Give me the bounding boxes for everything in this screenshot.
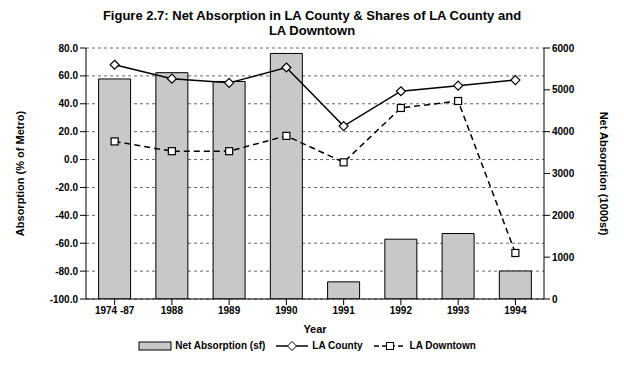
svg-text:Net Absorption (1000sf): Net Absorption (1000sf) [598, 112, 610, 236]
svg-text:1991: 1991 [333, 305, 356, 316]
svg-text:-60.0: -60.0 [55, 238, 78, 249]
svg-text:Absorption (% of Metro): Absorption (% of Metro) [14, 111, 26, 237]
svg-text:2000: 2000 [552, 210, 575, 221]
svg-text:Year: Year [303, 323, 327, 335]
svg-text:40.0: 40.0 [59, 98, 79, 109]
svg-text:-80.0: -80.0 [55, 266, 78, 277]
svg-text:0: 0 [552, 294, 558, 305]
svg-text:1993: 1993 [447, 305, 470, 316]
svg-text:20.0: 20.0 [59, 126, 79, 137]
svg-text:1974 -87: 1974 -87 [95, 305, 135, 316]
html-text:LA County: LA County [312, 340, 363, 351]
svg-text:6000: 6000 [552, 43, 575, 54]
svg-text:4000: 4000 [552, 126, 575, 137]
svg-text:-20.0: -20.0 [55, 182, 78, 193]
svg-text:-40.0: -40.0 [55, 210, 78, 221]
svg-text:1994: 1994 [504, 305, 527, 316]
html-text:Net Absorption (sf): Net Absorption (sf) [175, 340, 266, 351]
svg-text:1992: 1992 [390, 305, 413, 316]
html-text:Figure 2.7: Net Absorption in: Figure 2.7: Net Absorption in LA County … [102, 8, 522, 38]
svg-text:3000: 3000 [552, 168, 575, 179]
html-text:LA Downtown: LA Downtown [409, 340, 476, 351]
svg-text:1988: 1988 [161, 305, 184, 316]
svg-text:1000: 1000 [552, 252, 575, 263]
svg-text:0.0: 0.0 [64, 154, 78, 165]
svg-text:60.0: 60.0 [59, 70, 79, 81]
svg-text:1989: 1989 [218, 305, 241, 316]
svg-text:-100.0: -100.0 [50, 294, 79, 305]
svg-text:1990: 1990 [275, 305, 298, 316]
svg-text:80.0: 80.0 [59, 43, 79, 54]
svg-text:5000: 5000 [552, 84, 575, 95]
